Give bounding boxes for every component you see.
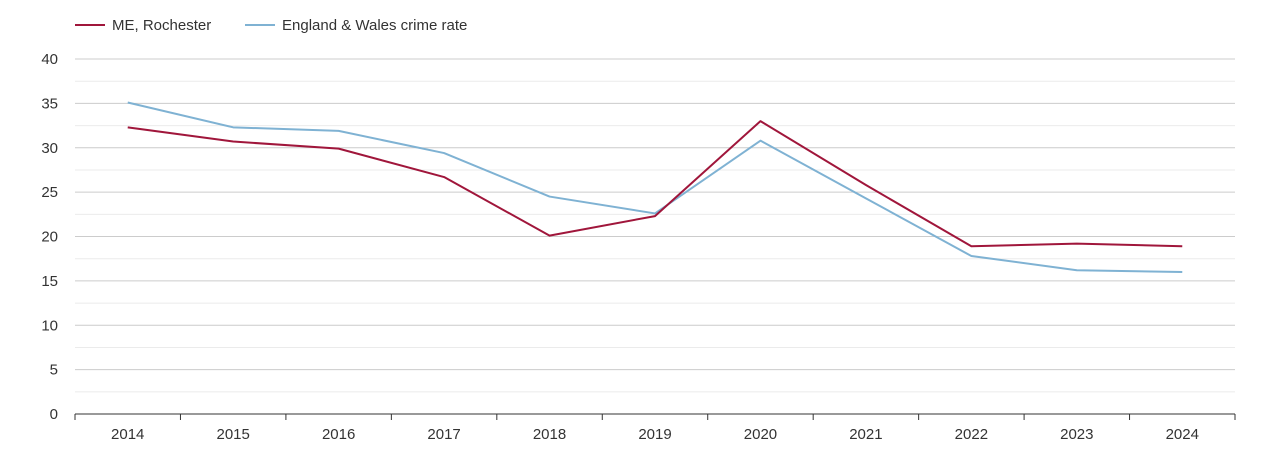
y-tick-label: 35 <box>41 95 58 112</box>
y-tick-label: 30 <box>41 140 58 157</box>
x-tick-label: 2023 <box>1060 426 1093 443</box>
legend-label-england-wales: England & Wales crime rate <box>282 17 467 34</box>
x-tick-label: 2018 <box>533 426 566 443</box>
x-tick-label: 2024 <box>1166 426 1199 443</box>
x-tick-label: 2021 <box>849 426 882 443</box>
series-lines <box>127 101 1183 273</box>
y-axis-ticks: 0 5 10 15 20 25 30 35 40 <box>41 51 58 423</box>
series-line-england-wales <box>127 101 1183 273</box>
x-tick-label: 2020 <box>744 426 777 443</box>
y-tick-label: 0 <box>50 406 58 423</box>
x-tick-label: 2016 <box>322 426 355 443</box>
x-tick-label: 2022 <box>955 426 988 443</box>
x-tick-label: 2019 <box>638 426 671 443</box>
x-tick-label: 2017 <box>427 426 460 443</box>
series-line-rochester <box>127 120 1183 248</box>
y-tick-label: 10 <box>41 317 58 334</box>
y-tick-label: 40 <box>41 51 58 68</box>
y-tick-label: 15 <box>41 273 58 290</box>
gridlines <box>75 58 1235 415</box>
y-tick-label: 25 <box>41 184 58 201</box>
y-tick-label: 20 <box>41 229 58 246</box>
x-axis-ticks: 2014 2015 2016 2017 2018 2019 2020 2021 2022 2023… <box>74 414 1236 443</box>
legend-label-rochester: ME, Rochester <box>112 17 211 34</box>
x-tick-label: 2015 <box>216 426 249 443</box>
legend: ME, Rochester England & Wales crime rate <box>75 17 467 34</box>
y-tick-label: 5 <box>50 362 58 379</box>
x-tick-label: 2014 <box>111 426 144 443</box>
